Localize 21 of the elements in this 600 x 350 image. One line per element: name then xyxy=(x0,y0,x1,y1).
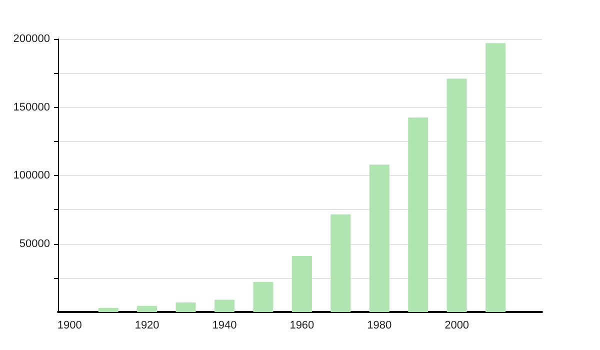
x-tick-label: 1900 xyxy=(57,320,82,332)
bar xyxy=(292,256,312,312)
bar xyxy=(253,282,274,312)
x-tick-label: 2000 xyxy=(444,320,470,332)
x-tick-label: 1920 xyxy=(134,320,160,332)
x-tick-label: 1980 xyxy=(367,320,392,332)
x-tick-label: 1940 xyxy=(212,320,237,332)
bar xyxy=(486,43,506,312)
bar xyxy=(369,164,390,312)
bar xyxy=(408,117,428,312)
y-tick-label: 100000 xyxy=(13,170,50,182)
bar xyxy=(137,306,158,312)
bar xyxy=(176,302,196,312)
y-tick-label: 200000 xyxy=(13,33,50,45)
x-tick-label: 1960 xyxy=(290,320,314,332)
bar xyxy=(330,214,351,312)
bar xyxy=(214,300,234,312)
y-tick-label: 50000 xyxy=(19,238,50,250)
bar xyxy=(98,308,118,312)
y-tick-label: 150000 xyxy=(13,101,50,114)
bar xyxy=(446,78,467,312)
